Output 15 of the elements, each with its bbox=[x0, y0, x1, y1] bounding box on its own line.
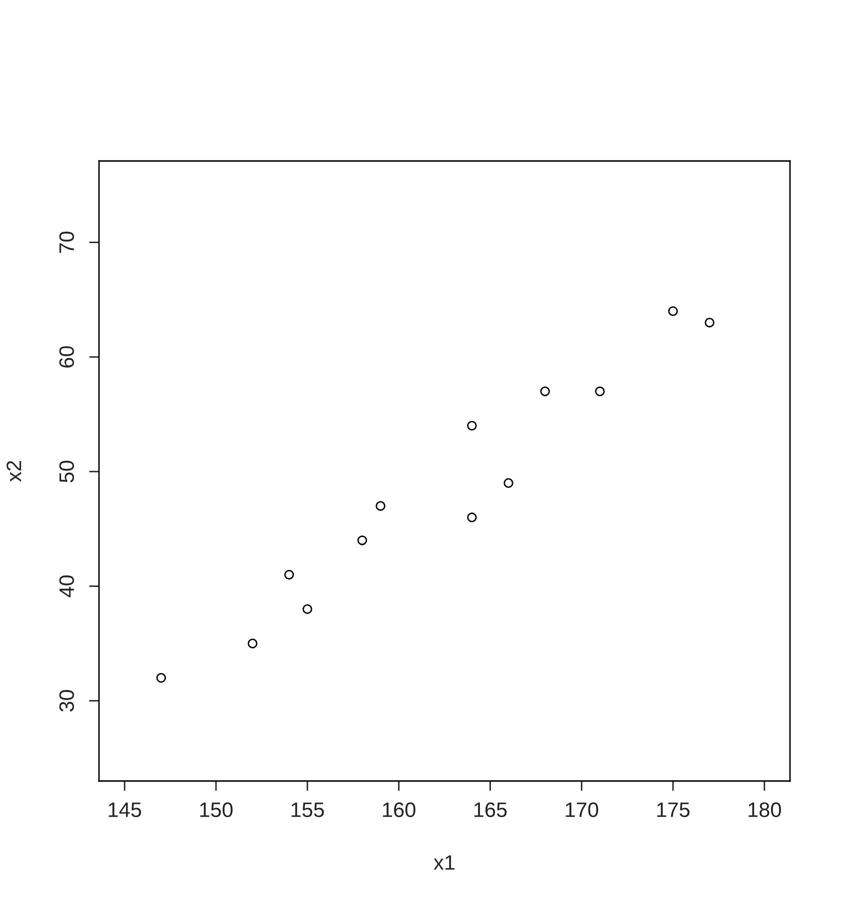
x-tick-label: 160 bbox=[383, 802, 416, 818]
x-tick-label: 155 bbox=[292, 802, 324, 818]
y-tick-label: 50 bbox=[59, 460, 74, 482]
y-axis-title: x2 bbox=[6, 461, 22, 482]
y-tick-label: 40 bbox=[59, 575, 74, 598]
x-tick-label: 175 bbox=[657, 802, 690, 818]
x-tick-label: 165 bbox=[474, 802, 507, 818]
y-tick-label: 30 bbox=[59, 690, 74, 712]
x-tick-label: 145 bbox=[108, 802, 142, 818]
x-axis-title: x1 bbox=[434, 855, 454, 870]
y-tick-label: 60 bbox=[59, 346, 74, 368]
x-tick-label: 150 bbox=[200, 802, 233, 818]
y-tick-label: 70 bbox=[59, 232, 74, 253]
x-tick-label: 180 bbox=[748, 802, 781, 818]
x-tick-label: 170 bbox=[566, 802, 598, 818]
